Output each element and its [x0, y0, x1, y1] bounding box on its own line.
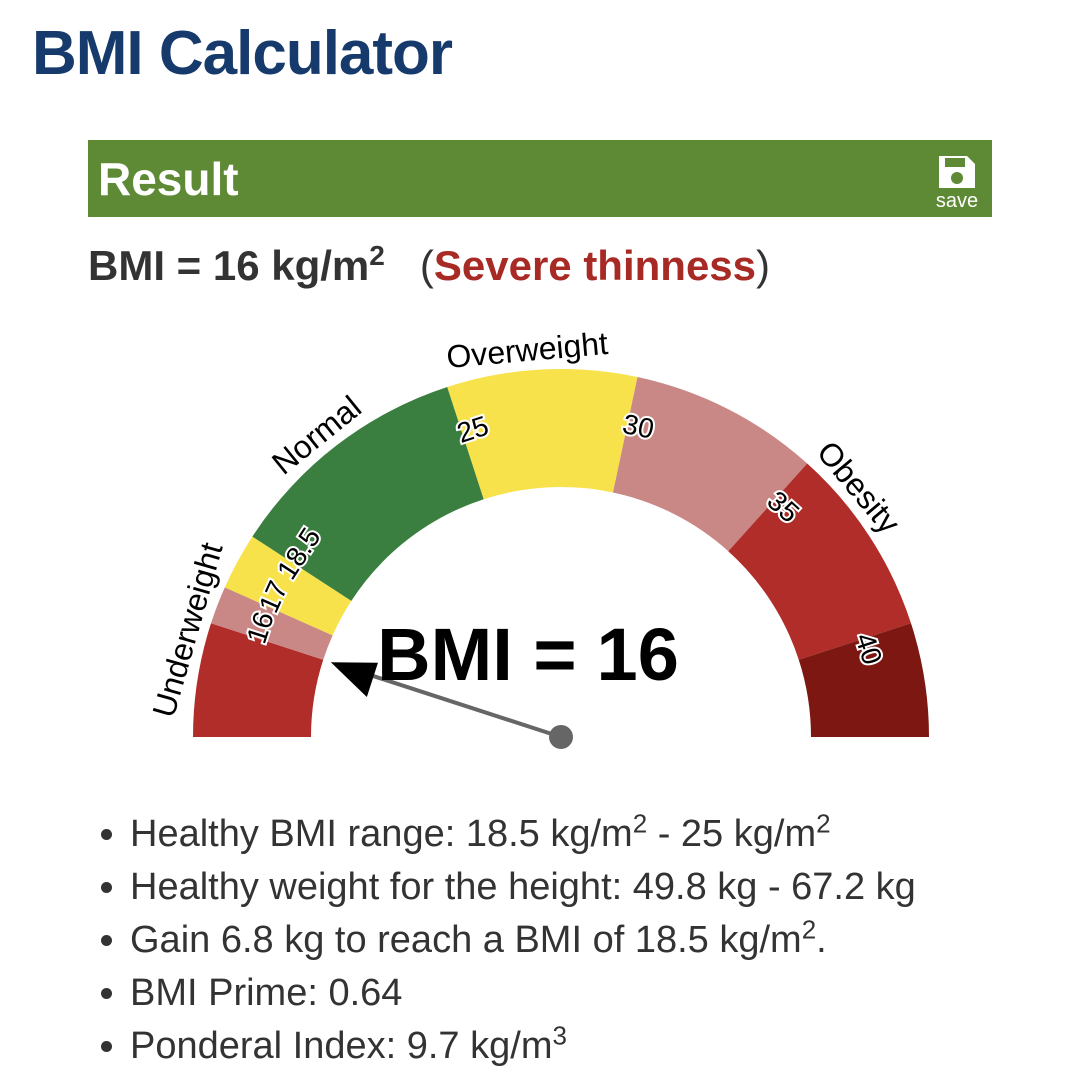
gauge-band [211, 587, 333, 660]
gauge-band [224, 536, 352, 636]
gauge-band [252, 387, 484, 601]
details-list: Healthy BMI range: 18.5 kg/m2 - 25 kg/m2… [90, 808, 916, 1073]
gauge-band [728, 463, 911, 660]
detail-text: . [816, 919, 827, 961]
gauge-band [447, 369, 638, 500]
detail-item: Healthy BMI range: 18.5 kg/m2 - 25 kg/m2 [130, 808, 916, 861]
result-bar: Result save [88, 140, 992, 217]
center-label-text: BMI = [377, 613, 576, 696]
center-label: BMI = 16 [377, 613, 679, 696]
needle-hub [549, 725, 573, 749]
detail-text: - 25 kg/m [647, 813, 817, 855]
bmi-category: Severe thinness [433, 242, 757, 289]
detail-sup: 2 [801, 914, 817, 945]
detail-text: Healthy weight for the height: 49.8 kg -… [130, 866, 916, 908]
paren: ) [756, 242, 771, 289]
bmi-sup: 2 [369, 240, 385, 271]
detail-text: Gain 6.8 kg to reach a BMI of 18.5 kg/m [130, 919, 802, 961]
zone-label: Overweight [445, 325, 609, 375]
page-title: BMI Calculator [32, 19, 453, 88]
tick-label: 30 [620, 408, 657, 445]
result-heading: Result [98, 153, 239, 205]
detail-item: BMI Prime: 0.64 [130, 967, 916, 1020]
detail-item: Gain 6.8 kg to reach a BMI of 18.5 kg/m2… [130, 914, 916, 967]
center-label-value: 16 [597, 613, 679, 696]
detail-sup: 2 [816, 808, 831, 839]
gauge-band [612, 377, 808, 552]
gauge-band [193, 623, 324, 737]
needle [370, 673, 562, 739]
detail-item: Ponderal Index: 9.7 kg/m3 [130, 1020, 916, 1073]
detail-text: BMI Prime: 0.64 [130, 972, 403, 1014]
detail-text: Ponderal Index: 9.7 kg/m [130, 1025, 553, 1067]
needle-head [330, 662, 378, 698]
gauge-band [798, 623, 929, 737]
detail-item: Healthy weight for the height: 49.8 kg -… [130, 861, 916, 914]
bmi-text: BMI = 16 kg/m [88, 242, 370, 289]
save-icon [939, 156, 975, 188]
bmi-result: BMI = 16 kg/m2 (Severe thinness) [88, 240, 770, 290]
detail-text: Healthy BMI range: 18.5 kg/m [130, 813, 633, 855]
paren: ( [419, 242, 434, 289]
save-button[interactable]: save [932, 154, 982, 213]
detail-sup: 3 [552, 1020, 567, 1051]
save-label: save [935, 190, 979, 212]
detail-sup: 2 [632, 808, 648, 839]
